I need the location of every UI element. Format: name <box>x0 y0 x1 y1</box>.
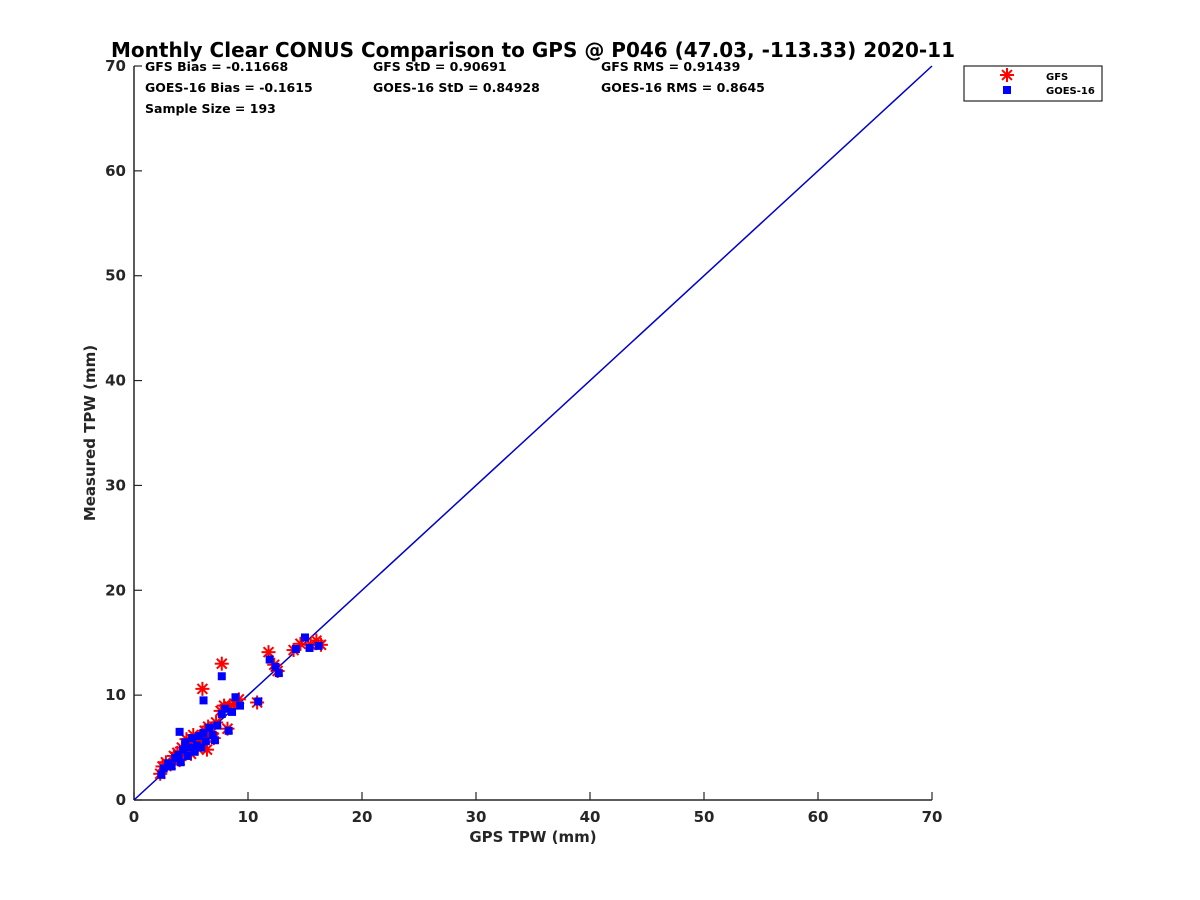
goes16-point <box>231 693 240 702</box>
goes16-point <box>157 770 166 779</box>
goes16-point <box>176 758 185 767</box>
goes16-point <box>305 643 314 652</box>
gfs-rms-stat: GFS RMS = 0.91439 <box>601 59 740 74</box>
goes16-point <box>181 738 190 747</box>
x-tick-label: 40 <box>580 808 601 826</box>
gfs-point <box>261 645 276 660</box>
legend-goes16-label: GOES-16 <box>1046 86 1095 97</box>
gfs-bias-stat: GFS Bias = -0.11668 <box>145 59 288 74</box>
goes16-point <box>228 707 237 716</box>
goes16-point <box>274 669 283 678</box>
goes16-point <box>183 751 192 760</box>
y-tick-label: 40 <box>105 372 126 390</box>
y-tick-label: 70 <box>105 57 126 75</box>
x-tick-label: 30 <box>466 808 487 826</box>
goes16-point <box>185 743 194 752</box>
y-tick-label: 50 <box>105 267 126 285</box>
goes16-point <box>205 723 214 732</box>
sample-size-stat: Sample Size = 193 <box>145 101 276 116</box>
goes16-point <box>217 710 226 719</box>
goes16-bias-stat: GOES-16 Bias = -0.1615 <box>145 80 313 95</box>
goes16-point <box>265 655 274 664</box>
y-tick-label: 30 <box>105 476 126 494</box>
goes16-point <box>159 764 168 773</box>
y-tick-label: 60 <box>105 162 126 180</box>
goes16-point <box>314 641 323 650</box>
goes16-point <box>179 745 188 754</box>
goes16-point <box>208 730 217 739</box>
x-tick-label: 70 <box>922 808 943 826</box>
chart-title: Monthly Clear CONUS Comparison to GPS @ … <box>111 38 955 62</box>
goes16-point <box>199 728 208 737</box>
y-axis-ticks: 0 10 20 30 40 50 60 70 <box>105 57 142 809</box>
goes16-point <box>271 662 280 671</box>
goes16-rms-stat: GOES-16 RMS = 0.8645 <box>601 80 765 95</box>
legend-gfs-asterisk-glyph <box>1000 68 1014 82</box>
goes16-point <box>188 734 197 743</box>
goes16-point <box>174 750 183 759</box>
goes16-point <box>236 701 245 710</box>
gfs-std-stat: GFS StD = 0.90691 <box>373 59 507 74</box>
goes16-point <box>197 743 206 752</box>
one-to-one-reference-line <box>133 65 933 801</box>
x-tick-label: 20 <box>352 808 373 826</box>
goes16-std-stat: GOES-16 StD = 0.84928 <box>373 80 540 95</box>
goes16-point <box>221 704 230 713</box>
goes16-point <box>192 741 201 750</box>
y-axis-label: Measured TPW (mm) <box>81 345 99 521</box>
goes16-point <box>291 645 300 654</box>
goes16-point <box>217 672 226 681</box>
y-tick-label: 20 <box>105 581 126 599</box>
goes16-point <box>213 721 222 730</box>
goes16-series <box>157 633 323 779</box>
goes16-point <box>301 633 309 642</box>
x-axis-label: GPS TPW (mm) <box>469 828 596 846</box>
x-axis-ticks: 0 10 20 30 40 50 60 70 <box>129 792 943 826</box>
goes16-point <box>199 696 208 705</box>
legend-goes16-square-icon <box>1003 86 1011 94</box>
x-tick-label: 0 <box>129 808 139 826</box>
y-tick-label: 0 <box>116 791 126 809</box>
legend-gfs-label: GFS <box>1046 72 1068 83</box>
goes16-point <box>254 697 263 706</box>
goes16-point <box>167 762 176 771</box>
x-tick-label: 10 <box>238 808 259 826</box>
gfs-point <box>214 656 229 671</box>
gfs-point <box>195 681 210 696</box>
goes16-point <box>210 736 219 745</box>
legend-box <box>963 65 1103 102</box>
legend: GFS GOES-16 <box>963 65 1103 102</box>
x-tick-label: 60 <box>808 808 829 826</box>
goes16-point <box>190 747 199 756</box>
legend-gfs-asterisk-icon <box>1000 68 1014 82</box>
y-tick-label: 10 <box>105 686 126 704</box>
goes16-point <box>224 726 233 735</box>
goes16-point <box>194 732 203 741</box>
goes16-point <box>201 737 210 746</box>
x-tick-label: 50 <box>694 808 715 826</box>
goes16-point <box>175 727 184 736</box>
